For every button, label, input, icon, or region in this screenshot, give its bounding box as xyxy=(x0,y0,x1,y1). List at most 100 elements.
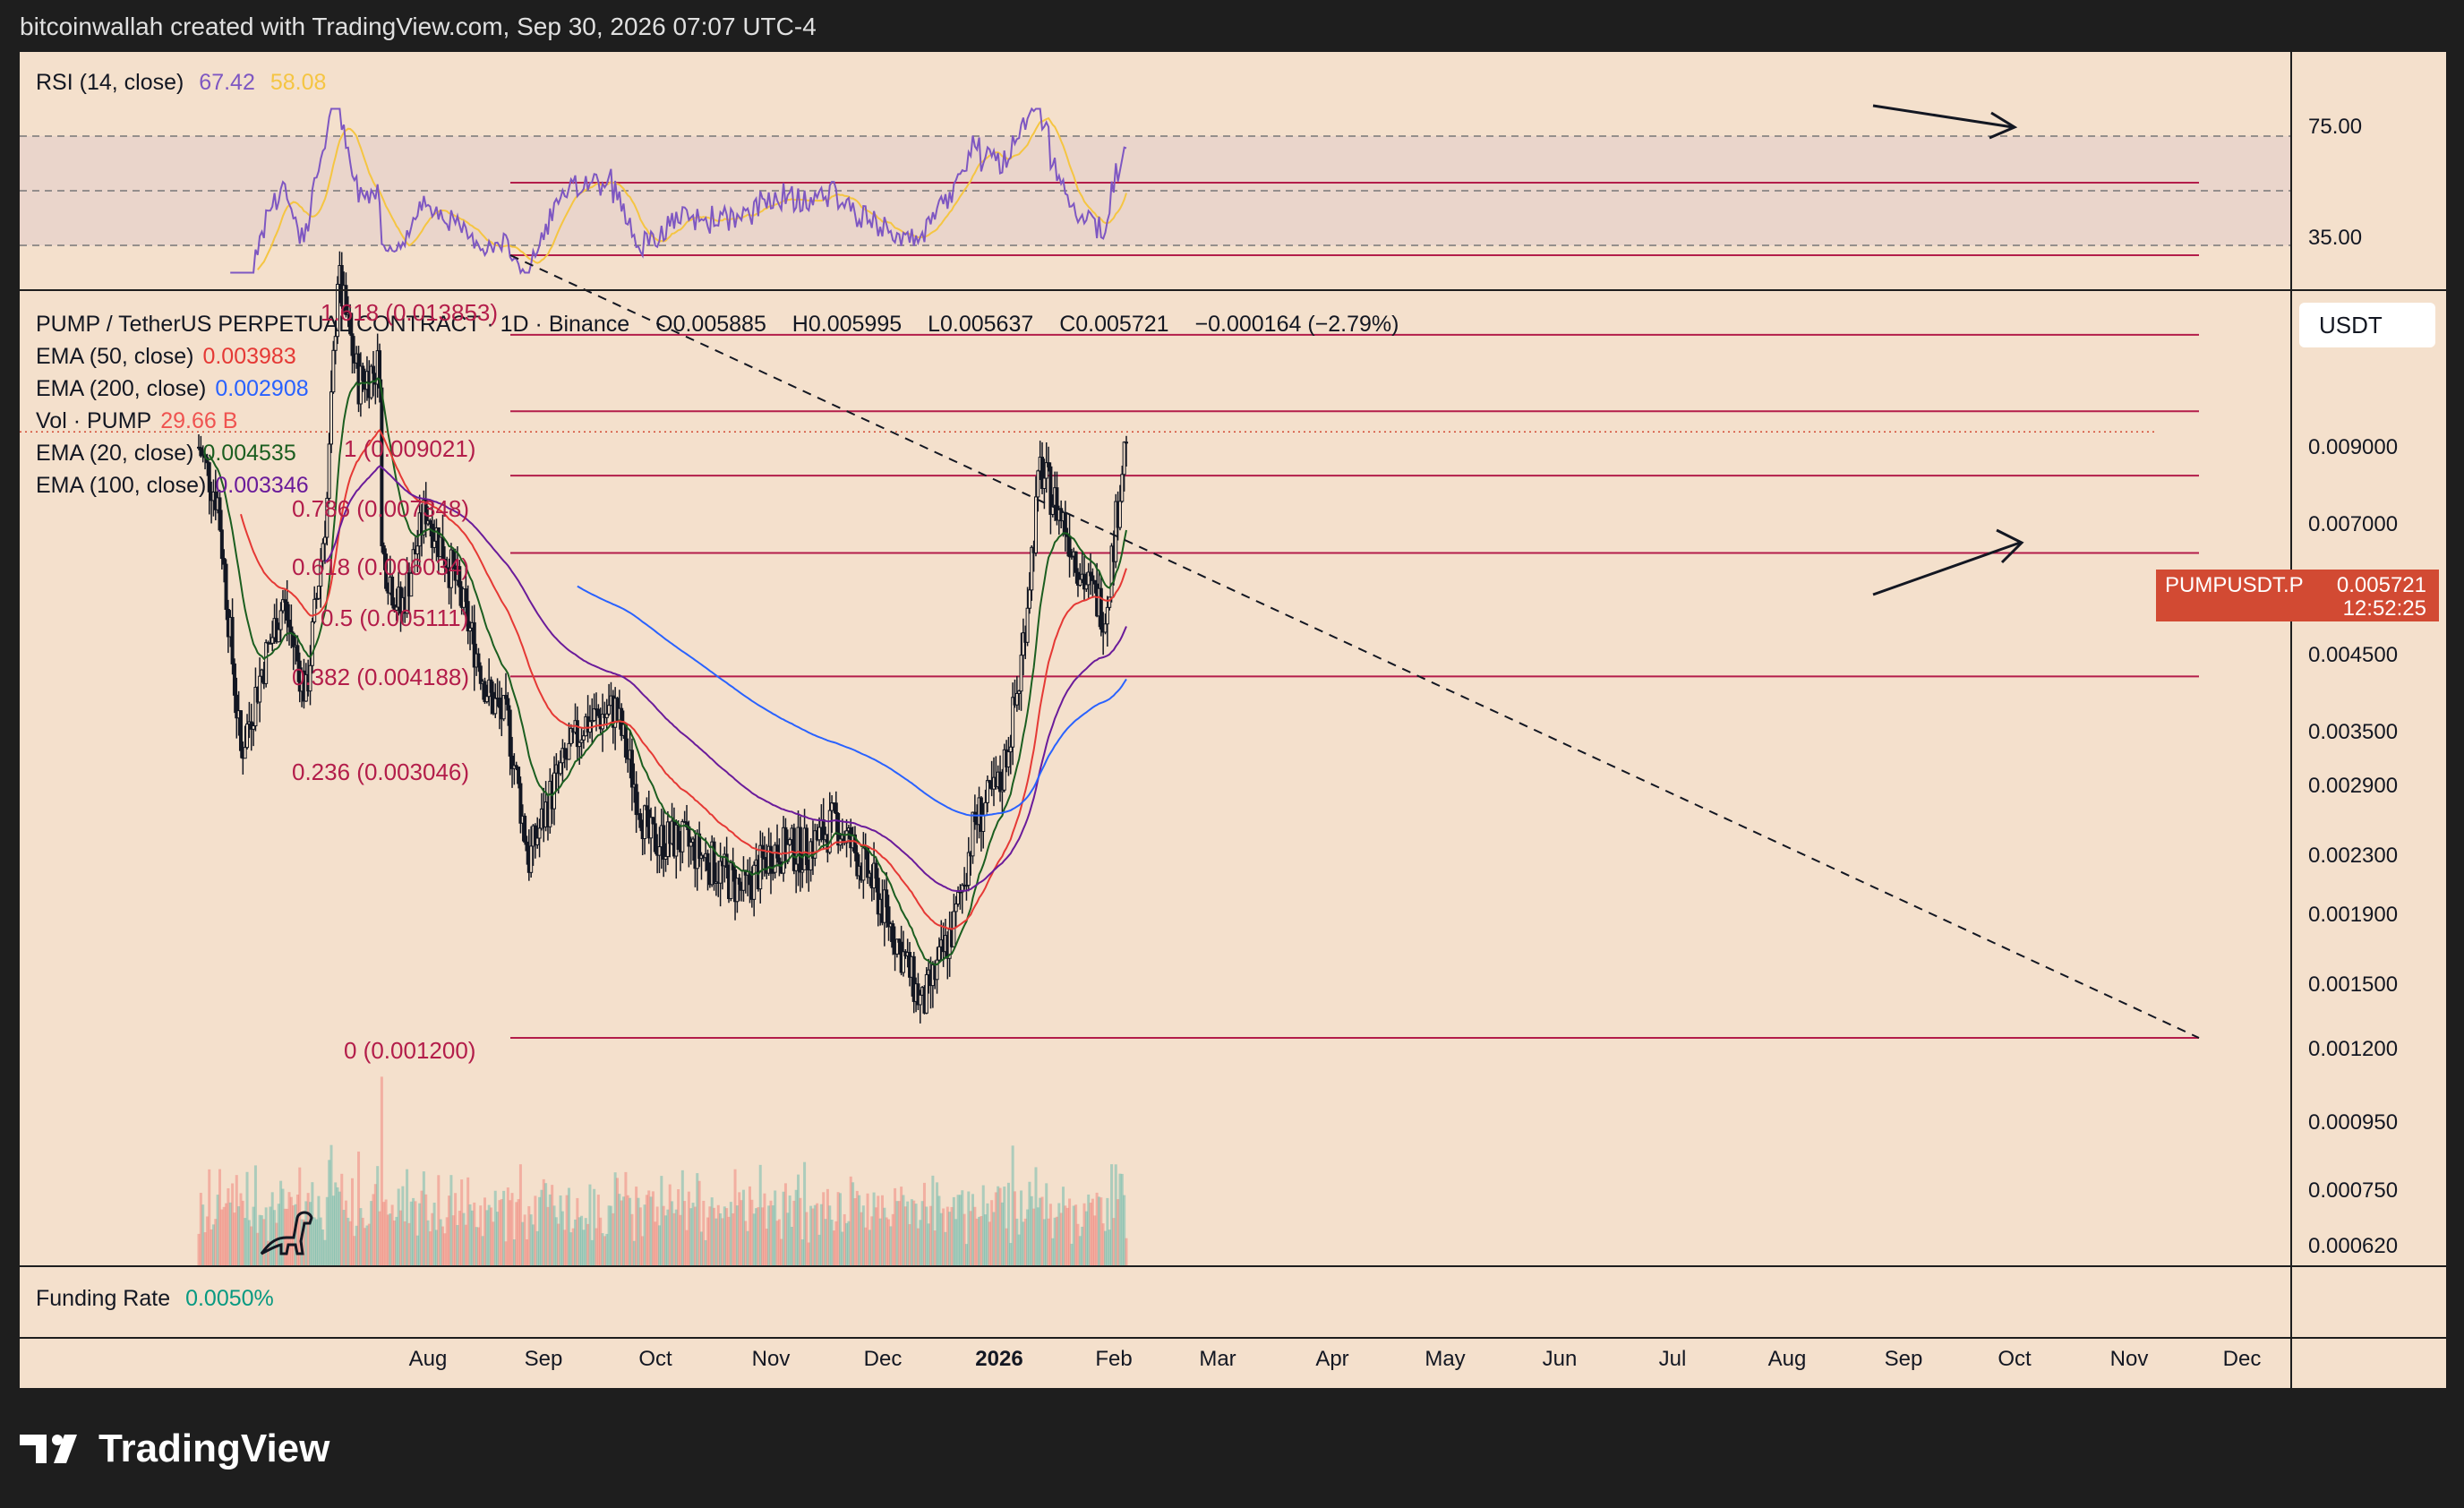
volume-bar xyxy=(364,1228,367,1265)
volume-bar xyxy=(479,1205,483,1265)
volume-bar xyxy=(811,1208,815,1265)
candle-body xyxy=(601,713,605,730)
volume-bar xyxy=(782,1191,785,1265)
ema100-legend[interactable]: EMA (100, close) 0.003346 xyxy=(36,473,309,499)
volume-bar xyxy=(986,1203,989,1265)
volume-bar xyxy=(468,1204,472,1265)
rsi-ma-value: 58.08 xyxy=(270,70,327,95)
volume-bar xyxy=(1097,1196,1100,1265)
volume-bar xyxy=(605,1233,609,1265)
volume-bar xyxy=(521,1221,525,1265)
volume-bar xyxy=(971,1194,975,1265)
candle-body xyxy=(651,817,655,825)
volume-bar xyxy=(799,1197,802,1265)
volume-bar xyxy=(735,1205,739,1265)
pane-divider-rsi[interactable] xyxy=(20,289,2446,291)
volume-bar xyxy=(954,1219,958,1265)
candle-body xyxy=(634,784,638,816)
volume-bar xyxy=(443,1233,447,1265)
volume-bar xyxy=(860,1212,863,1265)
candle-body xyxy=(985,780,989,803)
volume-bar xyxy=(933,1230,937,1265)
volume-bar xyxy=(203,1232,207,1265)
candle-body xyxy=(1033,496,1038,553)
volume-bar xyxy=(247,1220,251,1265)
candle-body xyxy=(348,313,353,335)
volume-bar xyxy=(475,1227,478,1265)
pane-divider-funding[interactable] xyxy=(20,1265,2446,1267)
volume-bar xyxy=(312,1217,316,1265)
volume-legend[interactable]: Vol · PUMP 29.66 B xyxy=(36,408,237,434)
volume-bar xyxy=(956,1195,960,1265)
volume-bar xyxy=(355,1225,358,1265)
volume-bar xyxy=(615,1178,619,1265)
volume-bar xyxy=(942,1208,945,1265)
volume-bar xyxy=(902,1195,905,1265)
volume-bar xyxy=(651,1191,654,1265)
candle-body xyxy=(567,742,571,760)
volume-bar xyxy=(1022,1221,1025,1265)
candle-body xyxy=(592,708,596,722)
candle-body xyxy=(1047,462,1051,467)
volume-bar xyxy=(1106,1197,1109,1265)
volume-bar xyxy=(409,1201,413,1265)
volume-bar xyxy=(992,1212,996,1265)
currency-button[interactable]: USDT xyxy=(2299,303,2435,347)
symbol-legend[interactable]: PUMP / TetherUS PERPETUAL CONTRACT · 1D … xyxy=(36,312,1399,338)
candle-body xyxy=(344,285,348,315)
volume-bar xyxy=(338,1191,341,1265)
candle-body xyxy=(981,815,986,833)
volume-bar xyxy=(218,1169,221,1265)
candle-body xyxy=(350,333,355,356)
candle-body xyxy=(800,869,805,873)
rsi-legend-label: RSI (14, close) xyxy=(36,70,184,95)
dino-icon[interactable] xyxy=(258,1205,317,1259)
rsi-legend[interactable]: RSI (14, close) 67.42 58.08 xyxy=(36,70,326,96)
candle-body xyxy=(706,853,710,871)
volume-bar xyxy=(752,1213,756,1265)
price-axis-border xyxy=(2290,52,2292,1388)
time-axis-border xyxy=(20,1337,2446,1339)
candle-body xyxy=(737,878,741,885)
volume-bar xyxy=(894,1187,897,1265)
candle-body xyxy=(1078,578,1082,586)
candle-body xyxy=(804,827,808,866)
candle-body xyxy=(472,621,476,668)
volume-bar xyxy=(741,1189,745,1265)
volume-bar xyxy=(666,1209,670,1265)
volume-bar xyxy=(201,1204,205,1265)
volume-bar xyxy=(496,1212,500,1265)
candle-body xyxy=(1030,546,1034,591)
volume-bar xyxy=(500,1199,503,1265)
volume-bar xyxy=(824,1219,827,1265)
ema50-legend[interactable]: EMA (50, close) 0.003983 xyxy=(36,344,296,370)
candle-body xyxy=(283,599,287,603)
candle-body xyxy=(432,540,437,548)
tradingview-logo[interactable]: TradingView xyxy=(20,1427,329,1470)
volume-bar xyxy=(321,1230,325,1265)
volume-bar xyxy=(1093,1215,1097,1265)
candle-body xyxy=(1114,501,1118,562)
volume-bar xyxy=(523,1214,526,1265)
ema200-legend[interactable]: EMA (200, close) 0.002908 xyxy=(36,376,309,402)
time-axis-label: Nov xyxy=(2109,1347,2149,1371)
volume-bar xyxy=(849,1176,852,1265)
candle-body xyxy=(535,837,540,845)
chart-canvas[interactable] xyxy=(20,52,2446,1388)
candle-body xyxy=(1050,504,1055,515)
volume-bar xyxy=(939,1212,943,1265)
volume-bar xyxy=(657,1225,661,1265)
candle-body xyxy=(415,545,420,555)
candle-body xyxy=(966,852,971,887)
volume-bar xyxy=(1104,1230,1108,1265)
volume-bar xyxy=(643,1204,646,1265)
candle-body xyxy=(1027,589,1031,609)
volume-bar xyxy=(952,1196,955,1265)
candle-body xyxy=(773,844,777,873)
volume-bar xyxy=(395,1216,398,1265)
symbol-title: PUMP / TetherUS PERPETUAL CONTRACT · 1D … xyxy=(36,312,630,337)
ema20-legend[interactable]: EMA (20, close) 0.004535 xyxy=(36,441,296,467)
funding-legend[interactable]: Funding Rate 0.0050% xyxy=(36,1286,274,1312)
volume-bar xyxy=(439,1219,442,1265)
volume-bar xyxy=(981,1185,985,1265)
